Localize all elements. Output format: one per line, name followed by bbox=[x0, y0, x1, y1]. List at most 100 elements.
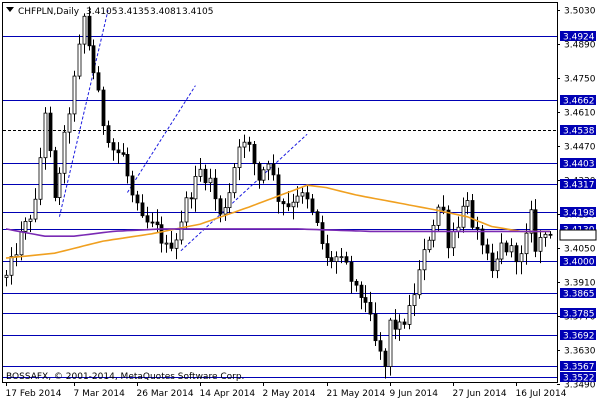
x-tick-label-0: 17 Feb 2014 bbox=[6, 389, 62, 399]
candle-body bbox=[480, 228, 485, 246]
candle-body bbox=[349, 261, 354, 282]
candle-21 bbox=[106, 120, 111, 148]
candle-body bbox=[91, 45, 96, 74]
candle-66 bbox=[325, 234, 330, 266]
candle-67 bbox=[329, 250, 334, 269]
plot-frame bbox=[2, 2, 558, 383]
candle-body bbox=[295, 195, 300, 203]
candle-body bbox=[19, 231, 24, 256]
candle-46 bbox=[227, 183, 232, 214]
candle-body bbox=[300, 192, 305, 197]
candle-82 bbox=[402, 318, 407, 329]
candle-body bbox=[388, 319, 393, 367]
symbol-dropdown-icon[interactable] bbox=[6, 7, 14, 12]
candle-body bbox=[368, 301, 373, 315]
candle-1 bbox=[9, 247, 14, 285]
level-label-1-text: 3.4662 bbox=[563, 97, 595, 107]
candle-24 bbox=[121, 143, 126, 157]
candle-body bbox=[179, 221, 184, 241]
candle-96 bbox=[470, 193, 475, 230]
candle-body bbox=[533, 209, 538, 252]
candle-body bbox=[514, 245, 519, 263]
candle-body bbox=[334, 256, 339, 262]
level-label-6-bg bbox=[560, 224, 596, 234]
candle-body bbox=[276, 174, 281, 202]
candle-body bbox=[286, 203, 291, 208]
level-label-7-text: 3.4000 bbox=[563, 258, 595, 268]
level-label-12: 3.3522 bbox=[560, 372, 596, 384]
candle-40 bbox=[198, 157, 203, 182]
candle-body bbox=[393, 319, 398, 330]
level-label-11: 3.3567 bbox=[560, 361, 596, 373]
level-label-10-text: 3.3692 bbox=[563, 332, 595, 342]
candle-body bbox=[72, 75, 77, 115]
candle-100 bbox=[490, 243, 495, 278]
candle-body bbox=[242, 141, 247, 148]
y-tick-label-10: 3.3630 bbox=[564, 347, 596, 357]
candle-5 bbox=[28, 214, 33, 232]
candle-body bbox=[82, 15, 87, 45]
y-tick-label-7: 3.4050 bbox=[564, 245, 596, 255]
x-tick-label-2: 26 Mar 2014 bbox=[137, 389, 194, 399]
candle-43 bbox=[213, 169, 218, 211]
level-label-1-bg bbox=[560, 95, 596, 105]
candle-body bbox=[397, 321, 402, 330]
candle-body bbox=[465, 200, 470, 207]
level-label-2-text: 3.4538 bbox=[563, 127, 595, 137]
candle-body bbox=[329, 257, 334, 262]
candles bbox=[4, 6, 553, 379]
candle-88 bbox=[431, 219, 436, 248]
candle-body bbox=[344, 256, 349, 263]
candle-106 bbox=[519, 245, 524, 275]
x-tick-label-8: 16 Jul 2014 bbox=[516, 389, 567, 399]
y-tick-label-0: 3.5030 bbox=[564, 7, 596, 17]
level-label-11-text: 3.3567 bbox=[563, 363, 595, 373]
candle-39 bbox=[193, 165, 198, 212]
candle-85 bbox=[417, 260, 422, 299]
candle-body bbox=[101, 89, 106, 127]
candle-103 bbox=[504, 240, 509, 256]
level-label-8-bg bbox=[560, 288, 596, 298]
moving-average-orange bbox=[5, 184, 550, 259]
candle-body bbox=[291, 201, 296, 208]
candle-27 bbox=[135, 190, 140, 211]
candle-76 bbox=[373, 302, 378, 346]
candle-body bbox=[232, 167, 237, 194]
candle-26 bbox=[130, 170, 135, 203]
watermark: BOSSAFX, © 2001-2014, MetaQuotes Softwar… bbox=[6, 372, 244, 382]
candle-body bbox=[164, 242, 169, 245]
candle-body bbox=[77, 43, 82, 77]
candle-body bbox=[111, 142, 116, 151]
candle-7 bbox=[38, 147, 43, 206]
y-tick-label-4: 3.4470 bbox=[564, 143, 596, 153]
candle-12 bbox=[62, 125, 67, 184]
moving-average-purple bbox=[5, 228, 550, 237]
level-label-3: 3.4403 bbox=[560, 158, 596, 170]
candle-69 bbox=[339, 248, 344, 264]
candle-63 bbox=[310, 193, 315, 216]
candle-body bbox=[87, 15, 92, 47]
candle-body bbox=[252, 143, 257, 165]
candle-8 bbox=[43, 107, 48, 170]
candle-body bbox=[43, 112, 48, 159]
candle-body bbox=[145, 215, 150, 223]
candle-11 bbox=[57, 167, 62, 206]
candle-108 bbox=[529, 200, 534, 243]
candle-13 bbox=[67, 107, 72, 144]
candle-83 bbox=[407, 294, 412, 330]
candle-80 bbox=[393, 309, 398, 340]
candle-65 bbox=[320, 215, 325, 250]
current-price-label-text: 3.4105 bbox=[563, 232, 595, 242]
candle-body bbox=[135, 194, 140, 204]
candle-body bbox=[417, 269, 422, 296]
candle-16 bbox=[82, 13, 87, 54]
candle-22 bbox=[111, 138, 116, 161]
level-label-4-text: 3.4317 bbox=[563, 181, 595, 191]
candle-body bbox=[504, 242, 509, 253]
candle-body bbox=[169, 242, 174, 249]
level-label-2: 3.4538 bbox=[560, 125, 596, 137]
candle-104 bbox=[509, 238, 514, 258]
ohlc-low: 3.4081 bbox=[150, 7, 182, 17]
candle-53 bbox=[261, 166, 266, 184]
level-label-8: 3.3865 bbox=[560, 288, 596, 300]
